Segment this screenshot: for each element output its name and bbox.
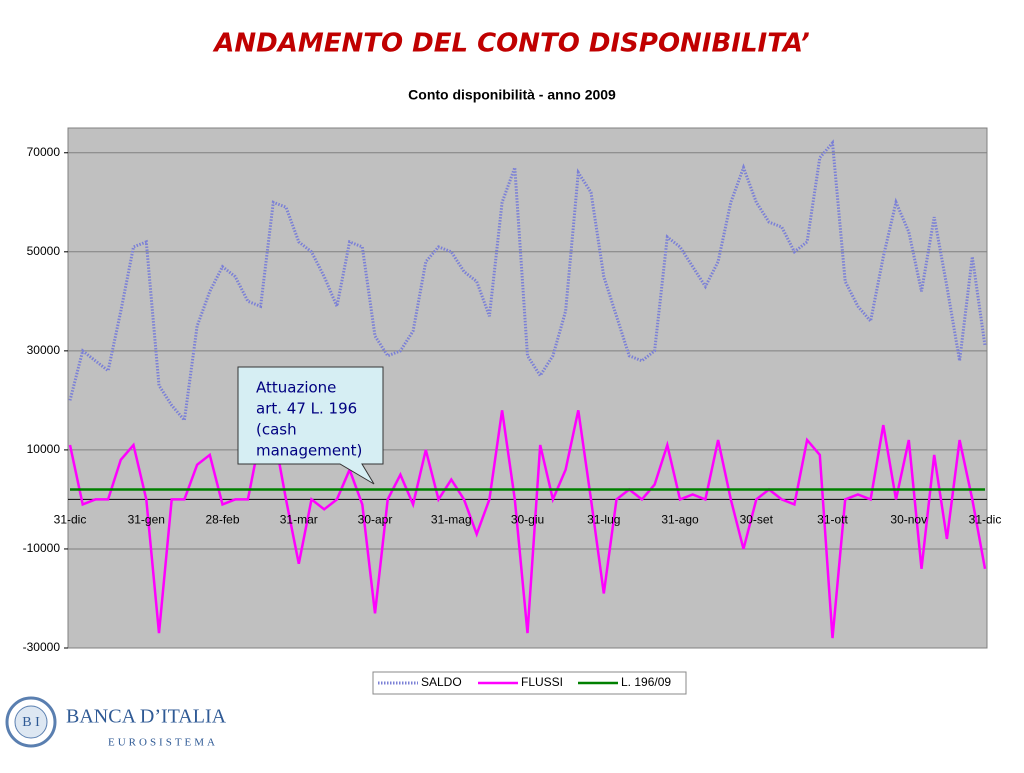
annotation-text: Attuazione art. 47 L. 196 (cash management) [256, 379, 362, 460]
x-tick-label: 31-mar [280, 513, 318, 527]
x-tick-label: 31-mag [431, 513, 472, 527]
y-tick-label: 50000 [27, 244, 61, 258]
legend-box [372, 671, 687, 695]
x-tick-label: 31-ago [661, 513, 699, 527]
annotation-line: art. 47 L. 196 [256, 400, 357, 418]
x-tick-label: 30-giu [511, 513, 544, 527]
legend-label: FLUSSI [521, 675, 563, 689]
logo-inner [14, 705, 48, 739]
x-tick-label: 30-apr [358, 513, 393, 527]
annotation-box [237, 366, 384, 485]
x-tick-label: 31-gen [128, 513, 165, 527]
logo-name: BANCA D’ITALIA [66, 706, 227, 728]
series-line [68, 139, 987, 424]
series-line [68, 410, 987, 639]
x-tick-label: 30-nov [890, 513, 927, 527]
logo-ring [5, 696, 57, 748]
annotation-line: Attuazione [256, 379, 336, 397]
annotation-line: management) [256, 442, 362, 460]
y-tick-label: 30000 [27, 343, 61, 357]
plot [64, 139, 987, 649]
chart-title: Conto disponibilità - anno 2009 [408, 87, 616, 103]
annotation-line: (cash [256, 421, 297, 439]
y-tick-label: 10000 [27, 442, 61, 456]
legend: SALDO FLUSSI L. 196/09 [378, 675, 671, 689]
y-tick-label: 70000 [27, 145, 61, 159]
plot-area [67, 127, 988, 649]
logo-mark: B I [22, 715, 40, 730]
x-tick-label: 31-ott [817, 513, 848, 527]
x-tick-label: 31-dic [969, 513, 1002, 527]
logo: B I BANCA D’ITALIA EUROSISTEMA [5, 696, 227, 749]
slide-title: ANDAMENTO DEL CONTO DISPONIBILITA’ [212, 29, 810, 59]
legend-label: L. 196/09 [621, 675, 671, 689]
logo-subtitle: EUROSISTEMA [108, 737, 218, 749]
y-tick-label: -30000 [23, 640, 61, 654]
legend-label: SALDO [421, 675, 462, 689]
x-tick-label: 28-feb [205, 513, 239, 527]
x-tick-label: 30-set [740, 513, 774, 527]
x-tick-label: 31-lug [587, 513, 620, 527]
annotation: Attuazione art. 47 L. 196 (cash management) [237, 366, 384, 485]
y-tick-label: -10000 [23, 541, 61, 555]
x-tick-label: 31-dic [54, 513, 87, 527]
